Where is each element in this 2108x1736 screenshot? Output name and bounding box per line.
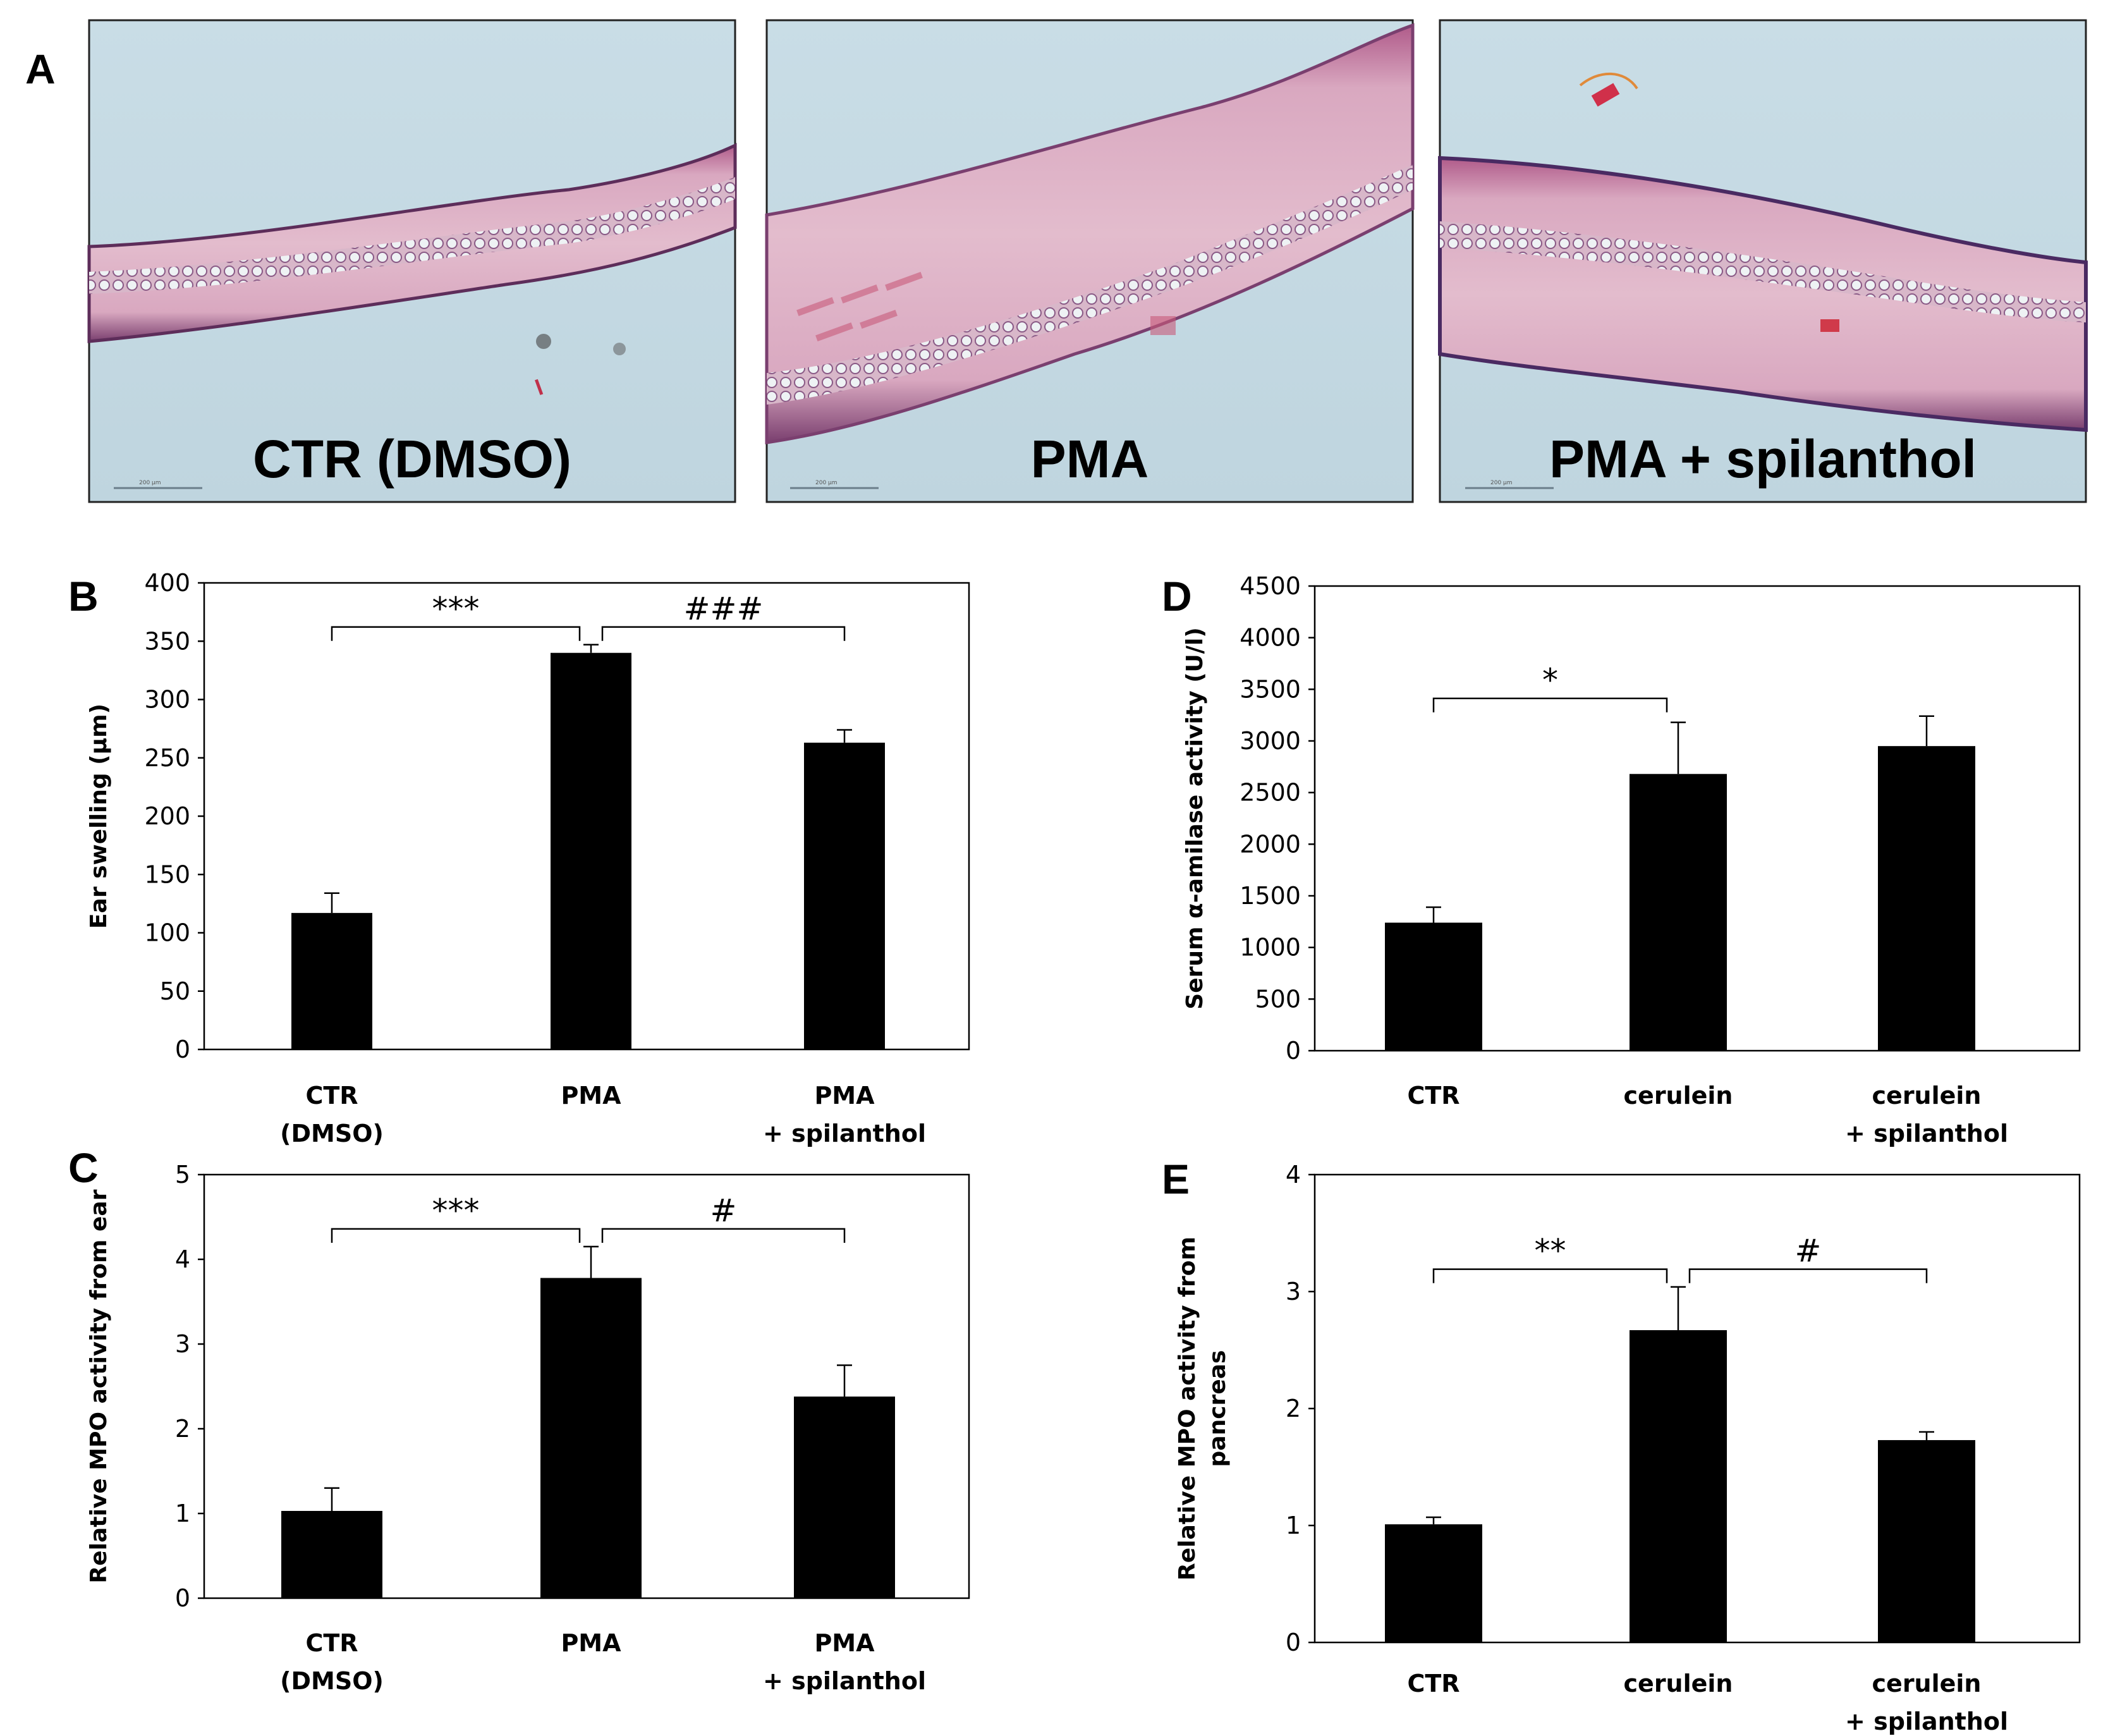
y-tick-label: 1 [175, 1500, 190, 1527]
y-tick-label: 1500 [1240, 882, 1301, 910]
y-tick-label: 350 [144, 627, 190, 655]
significance-label: # [1795, 1233, 1822, 1269]
category-label: CTR [1407, 1670, 1459, 1697]
significance-label: *** [432, 590, 480, 627]
category-label: (DMSO) [280, 1120, 384, 1147]
micrograph-ctr-dmso: 200 µm CTR (DMSO) [87, 19, 737, 503]
panel-letter-b: B [68, 573, 99, 620]
category-label: cerulein [1872, 1082, 1982, 1109]
category-label: (DMSO) [280, 1667, 384, 1695]
y-tick-label: 2000 [1240, 830, 1301, 858]
category-label: CTR [1407, 1082, 1459, 1109]
y-tick-label: 0 [175, 1036, 190, 1063]
y-tick-label: 150 [144, 860, 190, 888]
bar [1385, 1524, 1482, 1642]
y-tick-label: 300 [144, 686, 190, 714]
panel-letter-e: E [1162, 1156, 1190, 1202]
y-tick-label: 0 [1286, 1629, 1301, 1656]
significance-label: ** [1535, 1233, 1566, 1269]
y-tick-label: 200 [144, 802, 190, 830]
category-label: PMA [814, 1082, 875, 1109]
y-tick-label: 2 [175, 1415, 190, 1443]
category-label: + spilanthol [1845, 1120, 2008, 1147]
y-tick-label: 1000 [1240, 934, 1301, 962]
category-label: PMA [561, 1082, 621, 1109]
significance-bracket [1432, 1268, 1668, 1283]
panel-letter-c: C [68, 1144, 99, 1191]
category-label: CTR [305, 1629, 358, 1657]
chart-e: E 0 1 2 3 4 Relative MPO activity from pancreas… [1162, 1156, 2081, 1735]
significance-bracket [1688, 1268, 1928, 1283]
bar [540, 1278, 642, 1598]
scale-bar-text-1: 200 µm [139, 480, 161, 486]
y-axis-label: Serum α-amilase activity (U/l) [1182, 627, 1208, 1009]
bar [551, 652, 631, 1049]
y-axis-label: Relative MPO activity from ear [86, 1189, 112, 1583]
chart-b: B 0 50 100 150 200 250 300 350 400 Ear swelling (µ… [68, 569, 970, 1147]
bar [1385, 922, 1482, 1051]
y-tick-label: 3 [1286, 1278, 1301, 1305]
significance-label: * [1542, 662, 1558, 699]
significance-label: *** [432, 1192, 480, 1229]
micrograph-label-3: PMA + spilanthol [1549, 429, 1977, 489]
micrograph-label-1: CTR (DMSO) [253, 429, 571, 489]
bar [794, 1397, 895, 1598]
category-label: PMA [561, 1629, 621, 1657]
bar [1878, 1440, 1975, 1642]
y-tick-label: 3 [175, 1330, 190, 1358]
category-label: CTR [305, 1082, 358, 1109]
chart-c: C 0 1 2 3 4 5 Relative MPO activity from ear CTR… [68, 1144, 970, 1695]
y-tick-label: 250 [144, 744, 190, 772]
micrograph-pma-spilanthol: 200 µm PMA + spilanthol [1438, 19, 2088, 503]
y-tick-label: 1 [1286, 1512, 1301, 1539]
y-tick-label: 2 [1286, 1395, 1301, 1422]
y-tick-label: 100 [144, 919, 190, 947]
category-label: cerulein [1624, 1670, 1733, 1697]
y-axis-label: Ear swelling (µm) [86, 704, 112, 929]
y-tick-label: 500 [1255, 985, 1301, 1013]
bar [1630, 774, 1727, 1051]
significance-label: ### [684, 590, 764, 627]
y-tick-label: 50 [160, 977, 190, 1005]
y-tick-label: 3500 [1240, 675, 1301, 703]
significance-bracket [331, 1228, 581, 1243]
significance-bracket [1432, 697, 1668, 712]
category-label: + spilanthol [763, 1120, 926, 1147]
y-tick-label: 4 [175, 1245, 190, 1273]
chart-d: D 0 500 1000 1500 2000 2500 3000 3500 4000 4500 Ser… [1162, 572, 2081, 1147]
y-axis-label: Relative MPO activity from [1174, 1237, 1200, 1580]
category-label: cerulein [1872, 1670, 1982, 1697]
category-label: + spilanthol [1845, 1708, 2008, 1735]
y-tick-label: 400 [144, 569, 190, 597]
scale-bar-text-3: 200 µm [1490, 480, 1513, 486]
bar [1630, 1330, 1727, 1642]
significance-bracket [601, 1228, 846, 1243]
y-tick-label: 0 [1286, 1037, 1301, 1065]
y-tick-label: 4000 [1240, 624, 1301, 652]
micrograph-pma: 200 µm PMA [765, 19, 1415, 503]
category-label: cerulein [1624, 1082, 1733, 1109]
category-label: PMA [814, 1629, 875, 1657]
y-axis-label: pancreas [1205, 1350, 1231, 1467]
significance-label: # [710, 1192, 737, 1229]
micrograph-label-2: PMA [1031, 429, 1149, 489]
category-label: + spilanthol [763, 1667, 926, 1695]
panel-letter-a: A [25, 46, 56, 92]
panel-letter-d: D [1162, 573, 1192, 620]
y-tick-label: 0 [175, 1584, 190, 1612]
y-tick-label: 5 [175, 1161, 190, 1189]
y-tick-label: 3000 [1240, 727, 1301, 755]
y-tick-label: 4 [1286, 1161, 1301, 1189]
scale-bar-text-2: 200 µm [815, 480, 838, 486]
bar [804, 742, 885, 1049]
y-tick-label: 4500 [1240, 572, 1301, 600]
y-tick-label: 2500 [1240, 779, 1301, 807]
bar [281, 1510, 382, 1598]
bar [291, 913, 372, 1049]
bar [1878, 746, 1975, 1051]
significance-bracket [331, 626, 581, 641]
significance-bracket [601, 626, 846, 641]
